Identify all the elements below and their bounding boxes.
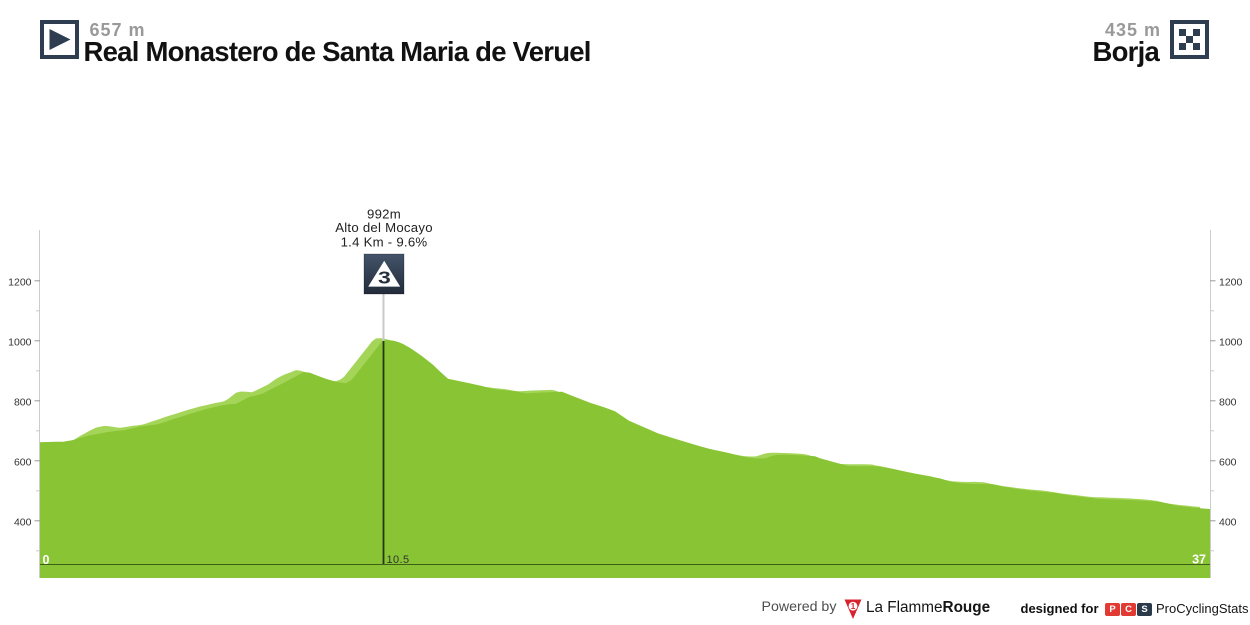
svg-text:Alto del Mocayo: Alto del Mocayo <box>335 220 433 235</box>
svg-text:1.4 Km - 9.6%: 1.4 Km - 9.6% <box>341 235 428 250</box>
svg-text:1000: 1000 <box>8 336 32 348</box>
svg-text:400: 400 <box>1219 516 1237 528</box>
svg-text:400: 400 <box>14 516 32 528</box>
svg-text:37: 37 <box>1192 553 1206 567</box>
svg-text:1200: 1200 <box>8 276 32 288</box>
svg-text:800: 800 <box>14 396 32 408</box>
svg-text:1: 1 <box>851 601 856 610</box>
svg-text:10.5: 10.5 <box>387 554 410 566</box>
svg-text:1000: 1000 <box>1219 336 1243 348</box>
svg-text:0: 0 <box>43 553 50 567</box>
svg-text:992m: 992m <box>367 207 401 222</box>
svg-text:600: 600 <box>1219 456 1237 468</box>
svg-text:1200: 1200 <box>1219 276 1243 288</box>
svg-text:600: 600 <box>14 456 32 468</box>
svg-text:3: 3 <box>378 267 391 287</box>
svg-text:800: 800 <box>1219 396 1237 408</box>
